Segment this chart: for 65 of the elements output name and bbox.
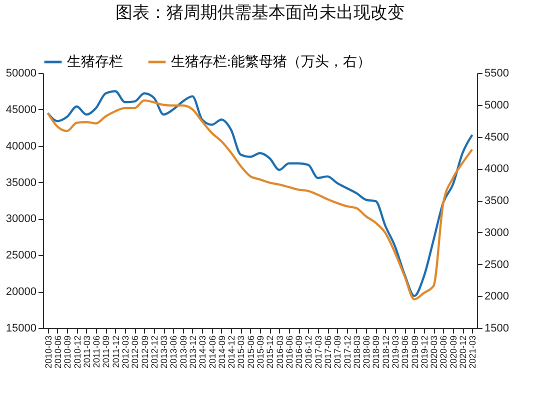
- x-tick-label: 2012-12: [149, 336, 160, 369]
- x-tick-label: 2011-09: [101, 336, 112, 368]
- x-tick-label: 2020-03: [429, 336, 440, 369]
- y-tick-label: 40000: [6, 140, 36, 152]
- y2-tick-label: 3000: [484, 226, 509, 239]
- x-tick-label: 2020-09: [448, 336, 458, 369]
- x-tick-label: 2019-09: [410, 336, 420, 369]
- x-tick-label: 2013-03: [159, 336, 170, 369]
- x-tick-label: 2010-03: [43, 336, 54, 369]
- x-tick-label: 2019-06: [400, 336, 410, 369]
- x-tick-label: 2014-03: [198, 336, 208, 369]
- x-tick-label: 2012-09: [140, 336, 150, 369]
- x-tick-label: 2015-09: [256, 336, 266, 369]
- x-tick-label: 2017-06: [323, 336, 334, 369]
- y2-tick-label: 3500: [484, 195, 509, 207]
- x-tick-label: 2014-09: [216, 336, 227, 369]
- x-tick-label: 2013-12: [188, 336, 198, 369]
- x-tick-label: 2015-03: [236, 336, 246, 369]
- x-tick-label: 2014-06: [207, 336, 218, 369]
- x-tick-label: 2011-03: [82, 336, 92, 368]
- legend-label: 生猪存栏: [67, 54, 123, 70]
- y2-tick-label: 1500: [484, 322, 509, 334]
- y-tick-label: 45000: [6, 104, 36, 116]
- x-tick-label: 2017-12: [342, 336, 352, 369]
- x-tick-label: 2010-09: [62, 336, 73, 369]
- x-tick-label: 2014-12: [226, 336, 237, 369]
- x-tick-label: 2020-12: [458, 336, 468, 369]
- y-tick-label: 50000: [6, 68, 36, 80]
- y-tick-label: 20000: [6, 286, 36, 298]
- y2-tick-label: 5500: [484, 68, 509, 80]
- x-tick-label: 2016-03: [274, 336, 285, 369]
- y2-tick-label: 2000: [484, 290, 509, 303]
- y-tick-label: 35000: [6, 176, 36, 189]
- x-tick-label: 2012-06: [130, 336, 140, 369]
- x-tick-label: 2016-12: [304, 336, 314, 369]
- x-tick-label: 2017-03: [313, 336, 324, 369]
- x-tick-label: 2011-06: [92, 336, 102, 368]
- x-tick-label: 2016-06: [284, 336, 294, 369]
- y-tick-label: 25000: [6, 250, 36, 262]
- x-tick-label: 2020-06: [438, 336, 449, 369]
- x-tick-label: 2016-09: [294, 336, 304, 369]
- y2-tick-label: 4500: [484, 131, 509, 144]
- x-tick-label: 2015-06: [246, 336, 256, 369]
- x-tick-label: 2013-06: [168, 336, 179, 369]
- x-tick-label: 2015-12: [265, 336, 276, 369]
- x-tick-label: 2013-09: [178, 336, 188, 369]
- x-tick-label: 2018-09: [371, 336, 382, 369]
- x-tick-label: 2011-12: [110, 336, 121, 368]
- y2-tick-label: 2500: [484, 258, 509, 271]
- y2-tick-label: 4000: [484, 163, 509, 176]
- x-tick-label: 2018-06: [362, 336, 372, 369]
- y2-tick-label: 5000: [484, 99, 509, 112]
- chart-title: 图表：猪周期供需基本面尚未出现改变: [116, 3, 404, 22]
- x-tick-label: 2010-06: [52, 336, 63, 369]
- x-tick-label: 2018-03: [352, 336, 362, 369]
- x-tick-label: 2012-03: [120, 336, 130, 369]
- x-tick-label: 2019-12: [419, 336, 430, 369]
- x-tick-label: 2018-12: [380, 336, 391, 369]
- x-tick-label: 2021-03: [468, 336, 478, 369]
- y-tick-label: 15000: [6, 322, 36, 334]
- y-tick-label: 30000: [6, 213, 36, 226]
- x-tick-label: 2019-03: [390, 336, 401, 369]
- x-tick-label: 2017-09: [332, 336, 343, 369]
- legend-label: 生猪存栏:能繁母猪（万头，右）: [171, 54, 371, 70]
- x-tick-label: 2010-12: [72, 336, 82, 369]
